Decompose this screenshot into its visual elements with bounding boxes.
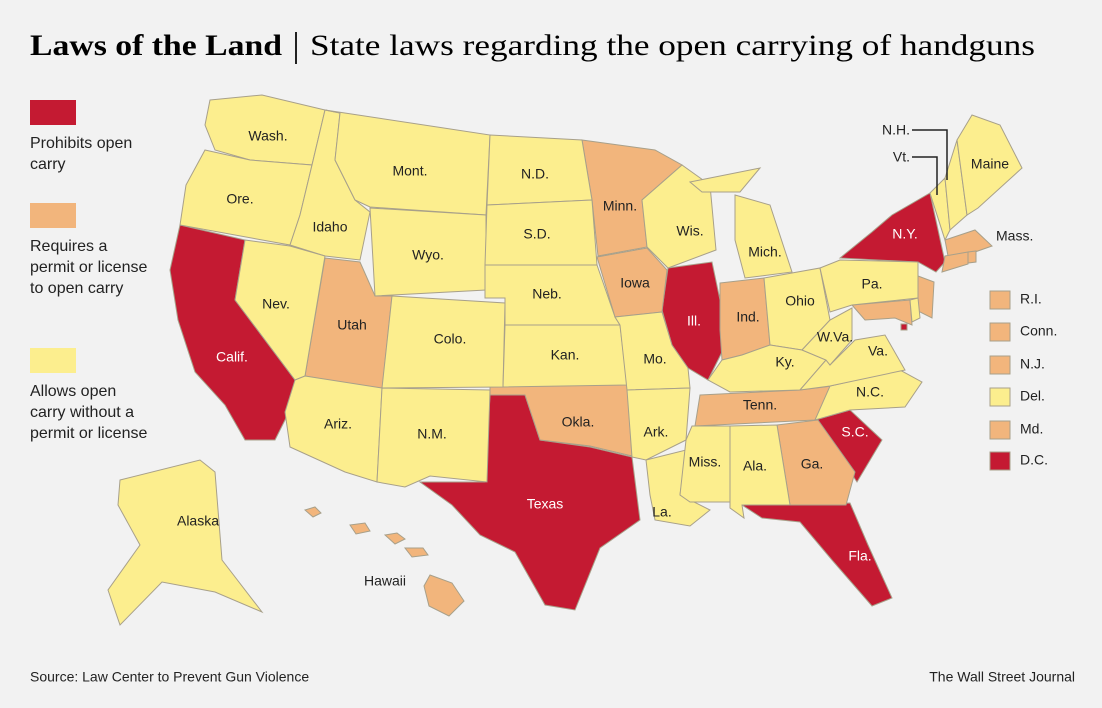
small-state-label: N.J. [1020,356,1045,372]
state-label: La. [652,504,671,520]
title: Laws of the Land [30,29,282,62]
state [107,459,264,626]
subtitle: State laws regarding the open carrying o… [310,29,1035,62]
legend-label: Prohibits open carry [30,135,133,173]
state [729,424,791,520]
small-state-label: R.I. [1020,291,1042,307]
state [614,311,691,391]
state-label: Wyo. [412,247,444,263]
state-label: Neb. [532,286,562,302]
state [909,297,921,323]
state-label: Alaska [177,513,219,529]
state-label: Utah [337,317,367,333]
small-state-swatch [989,290,1011,310]
state [956,114,1023,216]
state-label: Wash. [248,128,287,144]
legend-label: Allows open carry without a permit or li… [30,383,148,442]
state-label: N.M. [417,426,447,442]
state-label: Hawaii [364,573,406,589]
state-label: Tenn. [743,397,777,413]
state [941,251,969,273]
state-label: Ill. [687,313,701,329]
state [838,192,946,273]
state-label: N.H. [882,122,910,138]
small-state-label: Conn. [1020,323,1057,339]
small-state-swatch [989,451,1011,471]
legend-label: Requires a permit or license to open car… [30,238,148,297]
state-label: S.D. [523,226,550,242]
state-label: Va. [868,343,888,359]
legend-item: Allows open carry without a permit or li… [30,348,148,444]
small-state-label: Md. [1020,421,1043,437]
state [303,506,465,617]
state-label: S.C. [841,424,868,440]
state [801,307,853,366]
state-label: Mo. [643,351,666,367]
state [626,387,691,461]
small-state-swatch [989,420,1011,440]
state-label: Ariz. [324,416,352,432]
state-label: Vt. [893,149,910,165]
legend-item: Requires a permit or license to open car… [30,203,148,299]
state-label: N.D. [521,166,549,182]
state [900,323,908,331]
state [641,164,717,269]
state-label: Fla. [848,548,871,564]
legend-swatch [30,203,76,228]
state-label: N.Y. [892,226,917,242]
state-label: Miss. [689,454,722,470]
source: Source: Law Center to Prevent Gun Violen… [30,669,309,685]
state-label: Iowa [620,275,650,291]
state [850,299,913,326]
state-label: Pa. [861,276,882,292]
state [944,229,993,257]
legend-swatch [30,348,76,373]
state [688,167,793,279]
state-label: Idaho [312,219,347,235]
state-label: Mont. [392,163,427,179]
state-label: Mich. [748,244,781,260]
legend-swatch [30,100,76,125]
states [107,94,1023,626]
legend-item: Prohibits open carry [30,100,148,175]
state [376,387,491,488]
state-label: Ala. [743,458,767,474]
state-label: Texas [527,496,564,512]
credit: The Wall Street Journal [929,669,1075,685]
state-label: Ohio [785,293,815,309]
state-label: N.C. [856,384,884,400]
state-label: Ky. [775,354,794,370]
state-label: Ind. [736,309,759,325]
state-labels: Calif. Texas Ill. N.Y. S.C. Fla. Utah Minn. Iowa… [177,122,1057,589]
state-label: Ga. [801,456,824,472]
callout-lines [912,129,948,195]
state [967,250,977,264]
state-label: Minn. [603,198,637,214]
state [740,502,893,607]
state-label: Okla. [562,414,595,430]
state-label: Colo. [434,331,467,347]
state-label: Nev. [262,296,290,312]
state-label: Mass. [996,228,1033,244]
state-label: Wis. [676,223,703,239]
state-label: W.Va. [817,329,853,345]
state-label: Maine [971,156,1009,172]
state-label: Kan. [551,347,580,363]
small-state-label: Del. [1020,388,1045,404]
state-label: Ore. [226,191,253,207]
state-label: Ark. [644,424,669,440]
small-state-swatch [989,322,1011,342]
small-state-label: D.C. [1020,452,1048,468]
state-label: Calif. [216,349,248,365]
small-state-swatch [989,387,1011,407]
small-state-swatch [989,355,1011,375]
